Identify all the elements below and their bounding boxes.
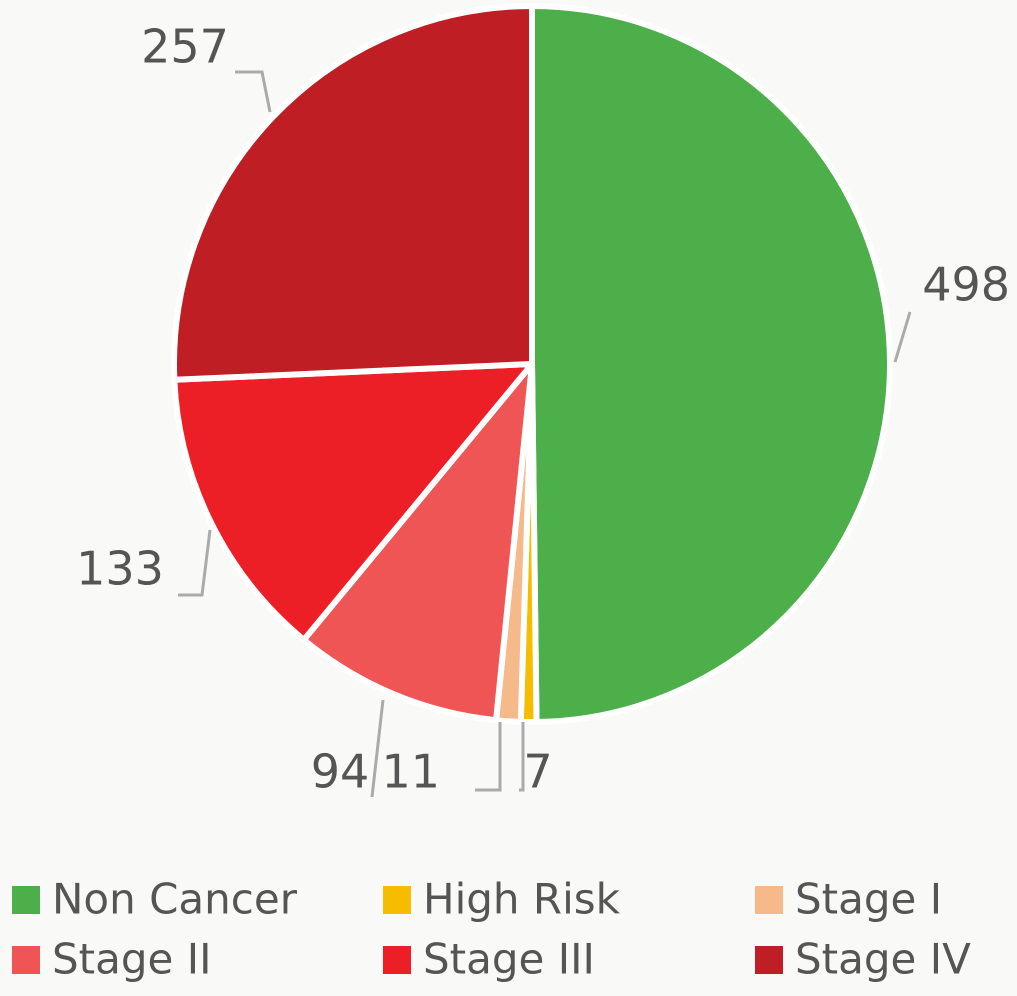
legend-swatch [383,946,411,974]
legend-label: Non Cancer [52,875,298,924]
leader-line [519,722,525,792]
legend-swatch [755,886,783,914]
data-label: 498 [922,258,1010,312]
pie-slice [171,361,535,643]
leader-line [893,311,912,363]
legend-label: Stage IV [795,935,971,984]
legend-swatch [755,946,783,974]
pie-slice [171,3,535,383]
legend-swatch [383,886,411,914]
legend-label: Stage III [423,935,595,984]
legend-swatch [12,886,40,914]
leader-line [370,699,385,798]
data-label: 7 [523,745,552,799]
leader-line [178,529,212,597]
legend-label: Stage II [52,935,212,984]
legend-label: Stage I [795,875,942,924]
legend-swatch [12,946,40,974]
legend-label: High Risk [423,875,621,924]
data-label: 257 [141,20,229,74]
data-label: 133 [76,542,164,596]
pie-slice [529,3,894,725]
pie-slice [300,361,535,724]
leader-line [475,722,502,792]
data-label: 94 [311,745,370,799]
data-label: 11 [381,745,440,799]
leader-line [235,70,272,113]
